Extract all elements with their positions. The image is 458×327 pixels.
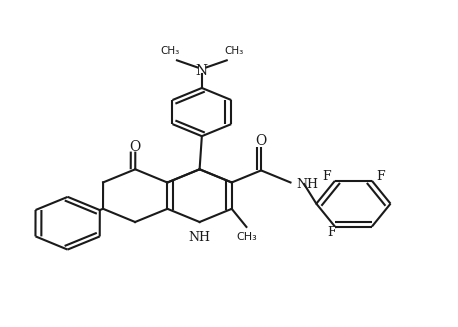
Text: N: N bbox=[196, 64, 208, 78]
Text: NH: NH bbox=[189, 231, 211, 244]
Text: CH₃: CH₃ bbox=[161, 46, 180, 56]
Text: NH: NH bbox=[296, 178, 318, 191]
Text: F: F bbox=[327, 226, 336, 239]
Text: F: F bbox=[376, 170, 384, 183]
Text: CH₃: CH₃ bbox=[236, 232, 257, 242]
Text: CH₃: CH₃ bbox=[224, 46, 243, 56]
Text: O: O bbox=[256, 134, 267, 148]
Text: O: O bbox=[130, 140, 141, 154]
Text: F: F bbox=[322, 170, 331, 183]
